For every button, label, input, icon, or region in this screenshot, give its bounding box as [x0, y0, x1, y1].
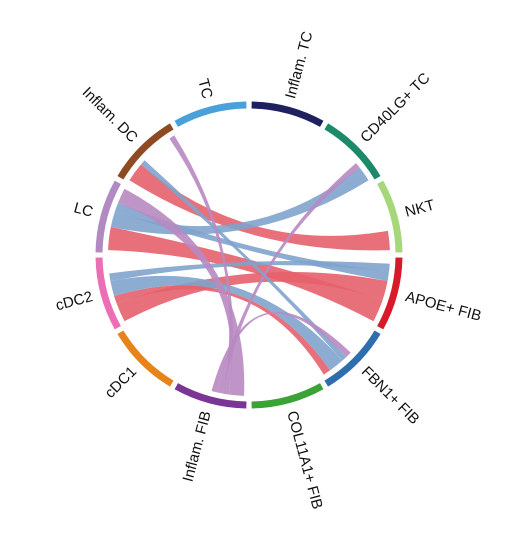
sector-label: cDC2: [54, 288, 95, 314]
sector-arc: [251, 383, 324, 409]
sector-arc: [117, 123, 174, 180]
sector-label: COL11A1+ FIB: [283, 409, 326, 511]
sector-arc: [95, 180, 121, 253]
chord: [169, 135, 233, 395]
sector-arc: [95, 257, 121, 330]
sector-arc: [377, 257, 403, 330]
sector-label: NKT: [403, 197, 436, 221]
sector-arc: [377, 180, 403, 253]
sector-arc: [174, 383, 247, 409]
sector-arc: [174, 101, 247, 127]
chord: [110, 275, 343, 371]
sector-label: FBN1+ FIB: [358, 363, 423, 428]
sector-label: Inflam. FIB: [180, 409, 215, 483]
sector-label: Inflam. TC: [282, 29, 316, 100]
sector-arc: [117, 330, 174, 387]
sector-label: CD40LG+ TC: [357, 70, 433, 146]
chord: [140, 160, 347, 361]
chord: [117, 188, 245, 396]
chord: [114, 285, 331, 375]
chord: [108, 226, 383, 322]
sector-label: APOE+ FIB: [403, 288, 483, 325]
chord: [129, 164, 390, 251]
sector-label: Inflam. DC: [79, 84, 141, 146]
sector-arc: [251, 101, 324, 127]
sector-arc: [324, 123, 381, 180]
chord: [109, 260, 390, 282]
sector-label: cDC1: [102, 363, 141, 402]
sector-label: TC: [194, 77, 216, 101]
sector-label: LC: [72, 199, 95, 220]
sector-arc: [324, 330, 381, 387]
